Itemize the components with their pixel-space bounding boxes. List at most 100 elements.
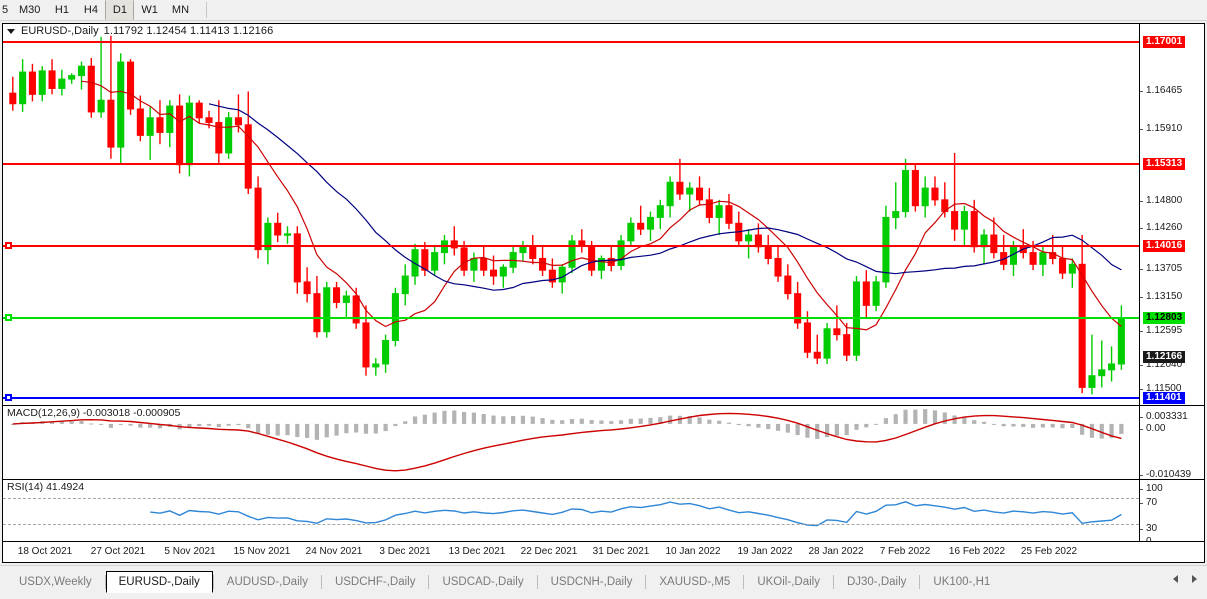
rsi-plot-area [3,480,1139,541]
price-level-tag[interactable]: 1.12166 [1143,351,1186,363]
macd-tick-mark [1140,475,1143,476]
price-tick-label: 1.16465 [1146,85,1183,96]
chart-tab-ukoil-daily[interactable]: UKOil-,Daily [757,576,820,588]
macd-tick-label: -0.010439 [1146,469,1192,480]
chart-tab-uk100-h1[interactable]: UK100-,H1 [933,576,991,588]
candlestick-series [9,35,1125,395]
chart-symbol-label: EURUSD-,Daily [21,25,99,37]
chevron-down-icon[interactable] [7,28,15,34]
tab-scroll-controls[interactable] [1173,575,1197,583]
macd-plot-area [3,406,1139,479]
price-pane[interactable]: EURUSD-,Daily 1.11792 1.12454 1.11413 1.… [3,24,1204,405]
date-tick-label: 19 Jan 2022 [737,546,793,557]
macd-tick-label: 0.00 [1146,423,1166,434]
macd-tick-label: 0.003331 [1146,411,1188,422]
macd-axis: 0.003331 0.00 -0.010439 [1139,406,1204,479]
date-tick-label: 16 Feb 2022 [948,546,1006,557]
price-tick-mark [1140,201,1143,202]
rsi-guide-30 [3,524,1139,525]
tab-divider [645,575,647,589]
timeframe-button-h4[interactable]: H4 [83,4,98,16]
rsi-tick-label: 0 [1146,537,1152,542]
price-level-tag[interactable]: 1.11401 [1143,392,1185,404]
price-tick-label: 1.13150 [1146,291,1183,302]
date-tick-label: 18 Oct 2021 [17,546,73,557]
chart-frame: EURUSD-,Daily 1.11792 1.12454 1.11413 1.… [2,23,1205,563]
date-tick-label: 10 Jan 2022 [665,546,721,557]
chart-tab-eurusd-daily[interactable]: EURUSD-,Daily [105,571,213,593]
timeframe-button-m5[interactable]: 5 [1,4,9,16]
scroll-right-icon[interactable] [1192,575,1197,583]
tab-divider [743,575,745,589]
level-line-114016[interactable] [3,242,1139,249]
timeframe-button-mn[interactable]: MN [171,4,190,16]
rsi-label: RSI(14) 41.4924 [7,481,85,493]
scroll-left-icon[interactable] [1173,575,1178,583]
rsi-tick-label: 70 [1146,497,1158,508]
level-line-111401[interactable] [3,394,1139,401]
timeframe-toolbar: 5 M30 H1 H4 D1 W1 MN [0,0,1207,21]
level-line-112803[interactable] [3,314,1139,321]
price-level-tag[interactable]: 1.12803 [1143,312,1186,324]
price-tick-mark [1140,389,1143,390]
price-tick-label: 1.12040 [1146,359,1183,370]
price-tick-label: 1.14260 [1146,222,1183,233]
price-tick-label: 1.15910 [1146,123,1183,134]
timeframe-button-d1[interactable]: D1 [105,0,135,20]
level-handle-111401[interactable] [5,394,12,401]
macd-label: MACD(12,26,9) -0.003018 -0.000905 [7,407,181,419]
date-tick-label: 28 Jan 2022 [808,546,864,557]
price-tick-label: 1.13705 [1146,263,1183,274]
level-line-115313[interactable] [3,163,1139,165]
tab-divider [919,575,921,589]
date-axis[interactable]: 18 Oct 2021 27 Oct 2021 5 Nov 2021 15 Nov 2… [3,541,1204,561]
rsi-tick-mark [1140,503,1143,504]
date-tick-label: 5 Nov 2021 [164,546,216,557]
date-tick-label: 22 Dec 2021 [520,546,578,557]
macd-series [10,409,1124,472]
rsi-series [150,501,1122,527]
price-level-tag[interactable]: 1.15313 [1143,158,1186,170]
price-axis[interactable]: 1.17001 1.16465 1.15910 1.15313 1.14800 1.142… [1139,24,1204,405]
timeframe-button-m30[interactable]: M30 [19,4,41,16]
price-tick-mark [1140,297,1143,298]
date-tick-label: 24 Nov 2021 [305,546,363,557]
date-tick-label: 25 Feb 2022 [1020,546,1078,557]
level-handle-112803[interactable] [5,314,12,321]
level-line-117001[interactable] [3,41,1139,43]
macd-tick-mark [1140,429,1143,430]
rsi-guide-70 [3,498,1139,499]
price-level-tag[interactable]: 1.17001 [1143,36,1186,48]
timeframe-button-h1[interactable]: H1 [54,4,69,16]
price-tick-mark [1140,91,1143,92]
tab-divider [832,575,834,589]
date-tick-label: 15 Nov 2021 [233,546,291,557]
price-level-tag[interactable]: 1.14016 [1143,240,1186,252]
chart-tab-audusd-daily[interactable]: AUDUSD-,Daily [226,576,308,588]
chart-tab-xauusd-m5[interactable]: XAUUSD-,M5 [659,576,731,588]
rsi-pane[interactable]: RSI(14) 41.4924 100 70 30 0 [3,479,1204,541]
tab-divider [320,575,322,589]
date-tick-label: 27 Oct 2021 [90,546,146,557]
tab-divider [428,575,430,589]
price-tick-label: 1.12595 [1146,325,1183,336]
macd-pane[interactable]: MACD(12,26,9) -0.003018 -0.000905 0.0033… [3,405,1204,479]
rsi-tick-label: 100 [1146,483,1163,494]
price-plot-area[interactable] [3,24,1139,405]
chart-tab-dj30-daily[interactable]: DJ30-,Daily [846,576,907,588]
macd-tick-mark [1140,417,1143,418]
price-tick-mark [1140,365,1143,366]
chart-tab-usdchf-daily[interactable]: USDCHF-,Daily [334,576,416,588]
chart-tab-usdcad-daily[interactable]: USDCAD-,Daily [442,576,524,588]
date-tick-label: 3 Dec 2021 [379,546,431,557]
timeframe-button-w1[interactable]: W1 [141,4,158,16]
level-handle-114016[interactable] [5,242,12,249]
rsi-axis: 100 70 30 0 [1139,480,1204,541]
chart-tab-usdx-weekly[interactable]: USDX,Weekly [19,576,92,588]
price-tick-mark [1140,269,1143,270]
chart-tab-bar: USDX,Weekly EURUSD-,Daily AUDUSD-,Daily USD… [0,565,1207,599]
rsi-tick-label: 30 [1146,523,1158,534]
toolbar-separator [206,2,208,18]
chart-tab-usdcnh-daily[interactable]: USDCNH-,Daily [550,576,633,588]
date-tick-label: 31 Dec 2021 [592,546,650,557]
